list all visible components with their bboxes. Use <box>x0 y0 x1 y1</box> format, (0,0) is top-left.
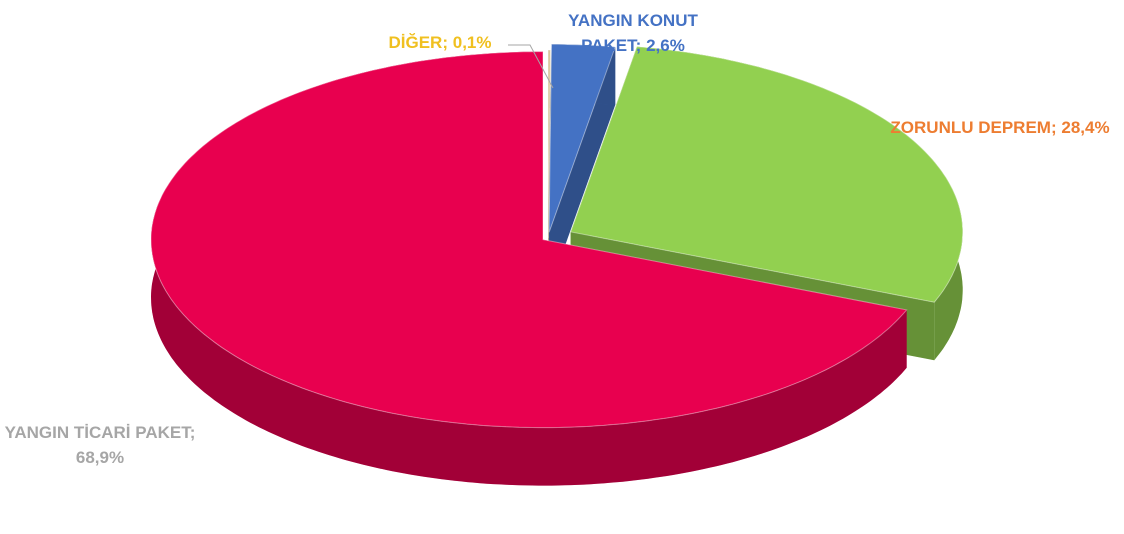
slice-shade <box>548 50 551 296</box>
data-label: ZORUNLU DEPREM; 28,4% <box>890 118 1110 137</box>
slice-shade <box>549 47 616 291</box>
data-label: YANGIN KONUT PAKET; 2,6% <box>568 11 698 55</box>
slice-side <box>548 50 551 296</box>
slice <box>570 46 964 303</box>
slice <box>547 49 552 239</box>
slice <box>150 51 908 429</box>
slice-side <box>549 47 616 291</box>
leader-line <box>508 44 554 89</box>
data-label: YANGIN TİCARİ PAKET; 68,9% <box>4 423 196 467</box>
slice <box>548 43 616 233</box>
data-label: DİĞER; 0,1% <box>388 33 492 52</box>
